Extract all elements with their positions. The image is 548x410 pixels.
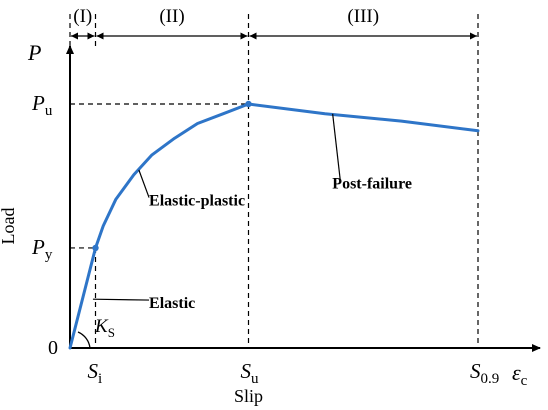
stage-label-3: (III)	[347, 6, 379, 27]
curve-annotations: KS Elastic Elastic-plastic Post-failure	[77, 113, 412, 349]
origin-label: 0	[48, 337, 58, 359]
dashed-guide-lines	[69, 14, 479, 348]
key-point-2	[245, 100, 252, 108]
stage-dimension-lines: (I) (II) (III)	[71, 6, 477, 40]
annotation-leader-2	[138, 169, 150, 198]
annotation-leader-1	[92, 298, 150, 301]
y-tick-label-1: Py	[31, 235, 53, 263]
annotation-label-3: Post-failure	[332, 176, 412, 193]
x-tick-label-1: Si	[88, 359, 103, 387]
x-tick-label-2: Su	[241, 359, 260, 387]
axis-labels: P Load Py Pu 0 Si Su S0.9 εc Slip	[0, 40, 528, 406]
annotation-label-1: Elastic	[149, 295, 195, 312]
stiffness-label: KS	[94, 316, 115, 340]
stage-label-2: (II)	[159, 6, 184, 27]
y-axis-title: Load	[0, 208, 18, 245]
y-tick-label-2: Pu	[31, 91, 53, 119]
stiffness-arc	[77, 331, 91, 349]
load-slip-curve	[68, 100, 480, 350]
series-line	[68, 102, 480, 350]
x-axis-title: Slip	[234, 386, 263, 406]
x-tick-label-3: S0.9	[470, 359, 499, 387]
annotation-leader-3	[332, 113, 341, 181]
x-axis-symbol: εc	[512, 360, 528, 389]
key-point-1	[92, 244, 99, 252]
y-axis-symbol: P	[27, 40, 41, 65]
stage-label-1: (I)	[73, 6, 92, 27]
annotation-label-2: Elastic-plastic	[149, 193, 245, 210]
